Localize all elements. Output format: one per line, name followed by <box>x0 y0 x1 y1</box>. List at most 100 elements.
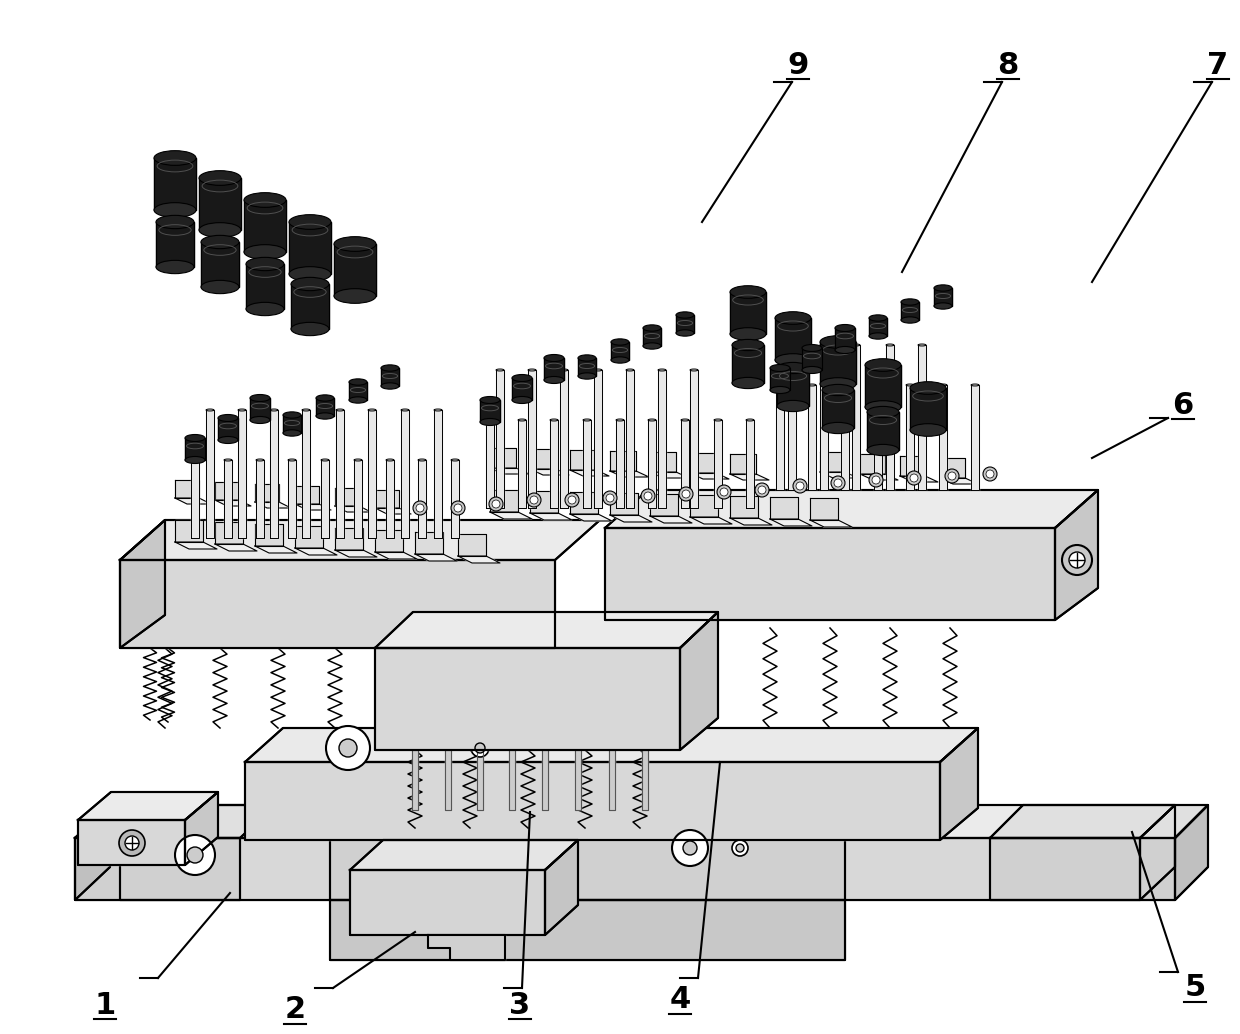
Polygon shape <box>529 513 572 520</box>
Circle shape <box>1061 545 1092 575</box>
Polygon shape <box>835 328 856 349</box>
Polygon shape <box>546 840 578 935</box>
Ellipse shape <box>303 409 310 410</box>
Ellipse shape <box>732 339 764 351</box>
Polygon shape <box>336 410 343 538</box>
Polygon shape <box>246 264 284 309</box>
Polygon shape <box>939 385 947 490</box>
Circle shape <box>471 739 489 757</box>
Polygon shape <box>250 398 270 420</box>
Polygon shape <box>551 420 558 508</box>
Polygon shape <box>689 453 715 473</box>
Text: 9: 9 <box>787 51 808 80</box>
Ellipse shape <box>808 384 816 386</box>
Polygon shape <box>644 328 661 346</box>
Polygon shape <box>732 345 764 383</box>
Circle shape <box>983 467 997 481</box>
Polygon shape <box>990 805 1208 838</box>
Polygon shape <box>874 385 882 490</box>
Polygon shape <box>770 497 799 519</box>
Polygon shape <box>445 750 451 810</box>
Ellipse shape <box>775 311 811 325</box>
Ellipse shape <box>451 459 459 461</box>
Polygon shape <box>610 493 639 515</box>
Polygon shape <box>374 508 410 514</box>
Polygon shape <box>316 398 334 416</box>
Ellipse shape <box>777 400 808 412</box>
Polygon shape <box>120 805 1176 838</box>
Polygon shape <box>374 530 403 552</box>
Ellipse shape <box>551 419 558 421</box>
Polygon shape <box>215 482 239 500</box>
Polygon shape <box>185 792 218 865</box>
Ellipse shape <box>246 257 284 271</box>
Ellipse shape <box>224 459 232 461</box>
Ellipse shape <box>835 346 856 354</box>
Ellipse shape <box>867 406 899 418</box>
Polygon shape <box>776 385 784 490</box>
Polygon shape <box>802 348 822 370</box>
Ellipse shape <box>594 369 601 371</box>
Ellipse shape <box>616 419 624 421</box>
Polygon shape <box>730 454 756 474</box>
Polygon shape <box>353 460 362 538</box>
Circle shape <box>641 489 655 503</box>
Circle shape <box>986 470 994 478</box>
Polygon shape <box>335 550 377 557</box>
Polygon shape <box>401 410 409 538</box>
Ellipse shape <box>918 344 926 346</box>
Ellipse shape <box>910 382 946 394</box>
Ellipse shape <box>434 409 441 410</box>
Ellipse shape <box>820 344 828 346</box>
Ellipse shape <box>291 323 329 336</box>
Polygon shape <box>255 484 279 501</box>
Polygon shape <box>218 418 238 440</box>
Polygon shape <box>910 388 946 430</box>
Ellipse shape <box>353 459 362 461</box>
Ellipse shape <box>869 314 887 322</box>
Ellipse shape <box>820 336 856 348</box>
Ellipse shape <box>869 333 887 339</box>
Ellipse shape <box>528 369 536 371</box>
Ellipse shape <box>746 419 754 421</box>
Circle shape <box>945 469 959 483</box>
Polygon shape <box>374 490 399 508</box>
Polygon shape <box>283 415 301 433</box>
Polygon shape <box>303 410 310 538</box>
Polygon shape <box>775 318 811 360</box>
Polygon shape <box>820 342 856 384</box>
Polygon shape <box>940 478 978 484</box>
Ellipse shape <box>291 277 329 291</box>
Polygon shape <box>570 492 598 514</box>
Polygon shape <box>201 242 239 287</box>
Circle shape <box>717 485 732 499</box>
Polygon shape <box>434 410 441 538</box>
Ellipse shape <box>191 459 198 461</box>
Polygon shape <box>940 458 965 478</box>
Polygon shape <box>680 612 718 750</box>
Polygon shape <box>610 515 652 522</box>
Circle shape <box>644 492 652 500</box>
Ellipse shape <box>185 434 205 442</box>
Circle shape <box>906 472 921 485</box>
Polygon shape <box>570 450 596 470</box>
Polygon shape <box>934 288 952 306</box>
Ellipse shape <box>316 395 334 401</box>
Ellipse shape <box>496 369 503 371</box>
Polygon shape <box>746 420 754 508</box>
Ellipse shape <box>238 409 246 410</box>
Polygon shape <box>74 838 241 900</box>
Circle shape <box>413 501 427 515</box>
Polygon shape <box>295 548 337 555</box>
Circle shape <box>492 500 500 508</box>
Polygon shape <box>650 516 692 523</box>
Text: 6: 6 <box>1172 391 1194 420</box>
Polygon shape <box>330 900 844 960</box>
Polygon shape <box>529 491 558 513</box>
Ellipse shape <box>676 312 694 318</box>
Polygon shape <box>658 370 666 508</box>
Polygon shape <box>689 473 729 479</box>
Circle shape <box>680 487 693 501</box>
Circle shape <box>732 840 748 856</box>
Polygon shape <box>321 460 329 538</box>
